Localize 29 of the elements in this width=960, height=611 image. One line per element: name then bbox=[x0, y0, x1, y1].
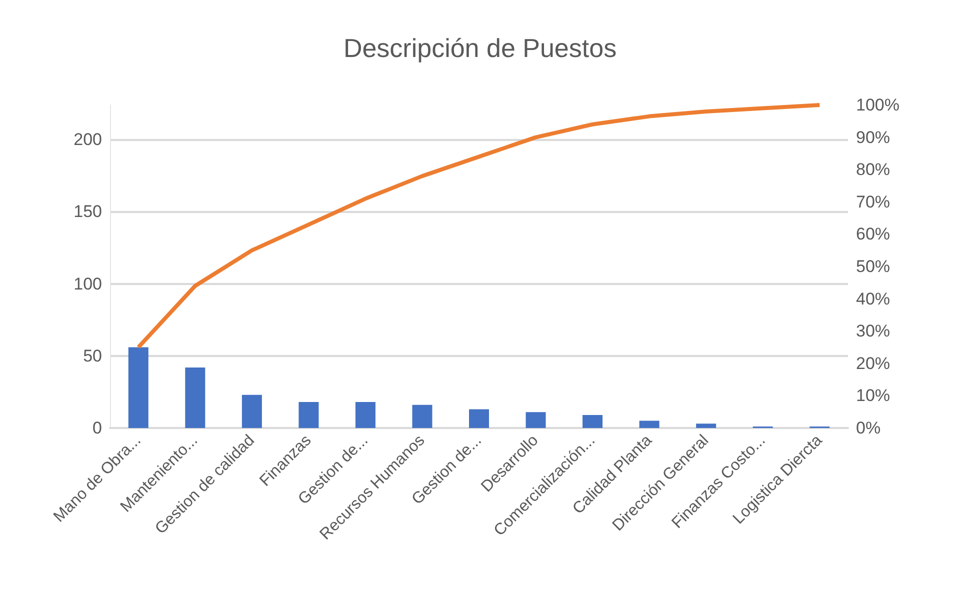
y-tick-label: 150 bbox=[74, 202, 102, 222]
y2-tick-label: 50% bbox=[856, 257, 890, 276]
y2-tick-label: 40% bbox=[856, 289, 890, 308]
y2-tick-label: 10% bbox=[856, 386, 890, 406]
bar bbox=[582, 415, 603, 428]
chart-title: Descripción de Puestos bbox=[343, 33, 617, 63]
y-tick-label: 100 bbox=[74, 274, 102, 294]
y-tick-label: 50 bbox=[83, 346, 102, 366]
bar bbox=[185, 367, 206, 428]
y-tick-label: 200 bbox=[74, 130, 102, 150]
bar bbox=[128, 347, 148, 428]
y2-tick-label: 30% bbox=[856, 322, 890, 341]
y2-tick-label: 80% bbox=[856, 160, 890, 180]
y2-tick-label: 0% bbox=[856, 418, 881, 438]
bar bbox=[469, 409, 489, 428]
y-tick-label: 0 bbox=[92, 418, 102, 438]
y2-tick-label: 100% bbox=[856, 96, 900, 114]
y2-tick-label: 60% bbox=[856, 224, 890, 244]
bar bbox=[242, 394, 262, 428]
y2-tick-label: 70% bbox=[856, 192, 890, 212]
y2-tick-label: 20% bbox=[856, 354, 890, 373]
line-series bbox=[136, 103, 822, 350]
y2-tick-label: 90% bbox=[856, 128, 890, 147]
bar bbox=[696, 424, 716, 428]
bar bbox=[526, 412, 546, 428]
bar bbox=[355, 402, 376, 428]
bar bbox=[412, 404, 432, 428]
bar bbox=[298, 402, 319, 428]
bar bbox=[639, 420, 660, 428]
